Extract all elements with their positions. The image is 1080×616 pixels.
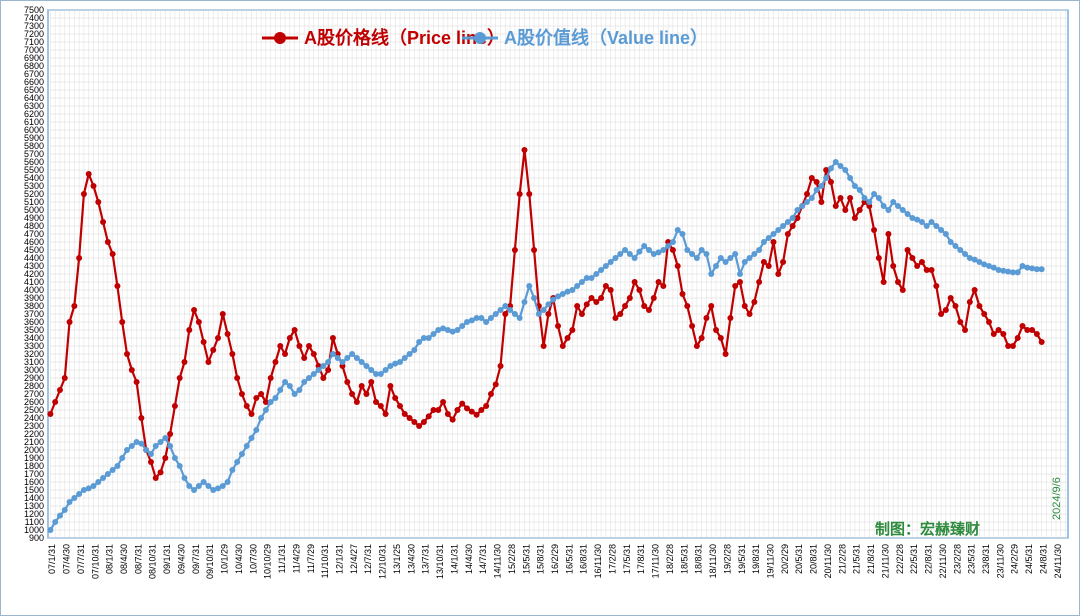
x-tick-label: 13/10/31 [435, 544, 445, 579]
x-tick-label: 22/2/28 [895, 544, 905, 574]
chart-container: 9001000110012001300140015001600170018001… [0, 0, 1080, 616]
x-tick-label: 22/8/31 [924, 544, 934, 574]
x-tick-label: 12/4/27 [349, 544, 359, 574]
x-tick-label: 09/7/31 [191, 544, 201, 574]
x-tick-label: 19/2/28 [722, 544, 732, 574]
x-tick-label: 15/5/31 [521, 544, 531, 574]
x-tick-label: 08/7/31 [133, 544, 143, 574]
x-tick-label: 22/11/30 [938, 544, 948, 578]
x-tick-label: 14/1/31 [449, 544, 459, 574]
x-tick-label: 12/7/31 [363, 544, 373, 574]
x-tick-label: 18/5/31 [679, 544, 689, 574]
x-tick-label: 18/11/30 [708, 544, 718, 578]
x-tick-label: 20/2/29 [780, 544, 790, 574]
x-tick-label: 16/2/29 [550, 544, 560, 574]
x-tick-label: 17/11/30 [651, 544, 661, 578]
x-tick-label: 22/5/31 [909, 544, 919, 574]
x-tick-label: 20/5/31 [794, 544, 804, 574]
x-tick-label: 21/5/31 [852, 544, 862, 574]
chart-svg: 9001000110012001300140015001600170018001… [0, 0, 1080, 616]
x-tick-label: 13/1/25 [392, 544, 402, 574]
x-tick-label: 08/10/31 [148, 544, 158, 579]
x-tick-label: 12/1/31 [335, 544, 345, 574]
legend-label: A股价值线（Value line） [504, 27, 708, 48]
x-tick-label: 17/5/31 [622, 544, 632, 574]
x-tick-label: 11/10/31 [320, 544, 330, 578]
x-tick-label: 16/8/31 [579, 544, 589, 574]
x-tick-label: 23/5/31 [967, 544, 977, 574]
x-tick-label: 23/8/31 [981, 544, 991, 574]
x-tick-label: 14/11/30 [493, 544, 503, 578]
credit-text: 制图：宏赫臻财 [875, 520, 980, 538]
x-tick-label: 18/2/28 [665, 544, 675, 574]
x-tick-label: 18/8/31 [694, 544, 704, 574]
x-tick-label: 14/4/30 [464, 544, 474, 574]
x-tick-label: 12/10/31 [378, 544, 388, 579]
side-date: 2024/9/6 [1051, 477, 1063, 520]
x-tick-label: 16/5/31 [564, 544, 574, 574]
y-tick-label: 7500 [24, 5, 44, 15]
x-ticks: 07/1/31 07/4/30 07/7/31 07/10/31 08/1/31 08/4… [47, 544, 1063, 579]
x-tick-label: 23/11/30 [995, 544, 1005, 578]
x-tick-label: 07/1/31 [47, 544, 57, 574]
legend: A股价格线（Price line）A股价值线（Value line） [262, 27, 708, 48]
x-tick-label: 16/11/30 [593, 544, 603, 578]
x-tick-label: 08/1/31 [105, 544, 115, 574]
x-tick-label: 08/4/30 [119, 544, 129, 574]
x-tick-label: 11/4/29 [291, 544, 301, 573]
x-tick-label: 24/2/29 [1010, 544, 1020, 574]
x-tick-label: 23/2/28 [952, 544, 962, 574]
x-tick-label: 20/8/31 [809, 544, 819, 574]
x-tick-label: 07/7/31 [76, 544, 86, 574]
x-tick-label: 21/11/30 [880, 544, 890, 578]
x-tick-label: 19/11/30 [765, 544, 775, 578]
x-tick-label: 17/8/31 [636, 544, 646, 574]
x-tick-label: 13/7/31 [421, 544, 431, 574]
x-tick-label: 24/11/30 [1053, 544, 1063, 578]
x-tick-label: 19/5/31 [737, 544, 747, 574]
x-tick-label: 07/10/31 [90, 544, 100, 579]
x-tick-label: 13/4/30 [406, 544, 416, 574]
x-tick-label: 20/11/30 [823, 544, 833, 578]
x-tick-label: 09/10/31 [205, 544, 215, 579]
x-tick-label: 15/8/31 [536, 544, 546, 574]
x-tick-label: 11/1/31 [277, 544, 287, 573]
x-tick-label: 21/8/31 [866, 544, 876, 574]
x-tick-label: 10/4/30 [234, 544, 244, 574]
x-tick-label: 17/2/28 [607, 544, 617, 574]
x-tick-label: 19/8/31 [751, 544, 761, 574]
x-tick-label: 24/5/31 [1024, 544, 1034, 574]
x-tick-label: 11/7/29 [306, 544, 316, 573]
x-tick-label: 09/1/31 [162, 544, 172, 574]
x-tick-label: 14/7/31 [478, 544, 488, 574]
x-tick-label: 07/4/30 [62, 544, 72, 574]
x-tick-label: 15/2/28 [507, 544, 517, 574]
x-tick-label: 10/7/30 [248, 544, 258, 574]
x-tick-label: 21/2/28 [837, 544, 847, 574]
x-tick-label: 10/10/29 [263, 544, 273, 579]
x-tick-label: 24/8/31 [1038, 544, 1048, 574]
x-tick-label: 10/1/29 [220, 544, 230, 574]
x-tick-label: 09/4/30 [176, 544, 186, 574]
